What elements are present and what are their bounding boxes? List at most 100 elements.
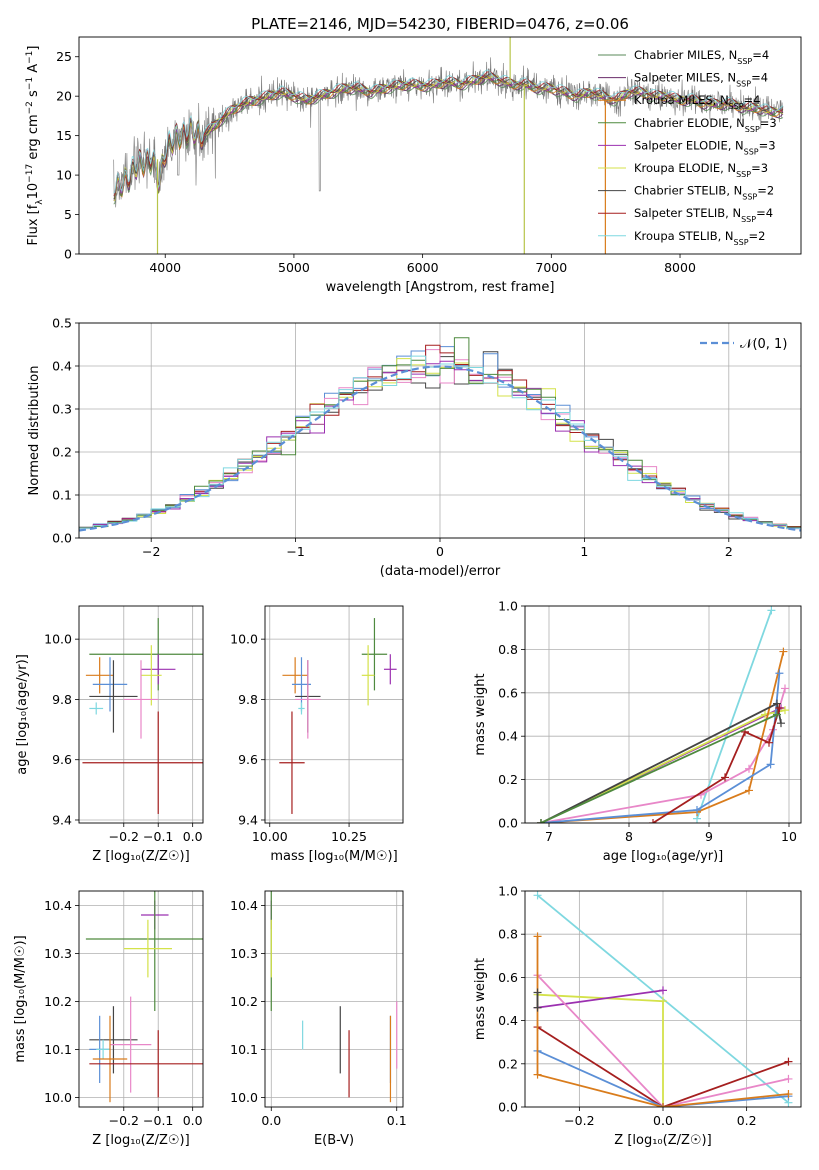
y-label-part: Flux [f [26, 204, 41, 245]
y-label-part: −2 [25, 101, 35, 114]
model-line [113, 75, 784, 200]
legend-entry: Kroupa ELODIE, NSSP=3 [634, 161, 768, 179]
x-tick-label: 0.0 [653, 1113, 673, 1128]
y-tick-label: 9.4 [238, 812, 258, 827]
y-tick-label: 0.3 [52, 402, 72, 417]
model-line [113, 74, 784, 202]
x-tick-label: −2 [142, 544, 160, 559]
y-tick-label: 0.4 [498, 729, 518, 744]
weight-marker [765, 738, 773, 747]
weight-marker [721, 773, 729, 782]
legend-sub: SSP [729, 102, 744, 111]
x-tick-label: 1 [580, 544, 588, 559]
normal-curve [79, 365, 801, 532]
legend-suffix: =3 [760, 116, 777, 130]
errorbar-point [110, 996, 152, 1093]
weight-marker [773, 710, 781, 719]
x-tick-label: −0.2 [564, 1113, 594, 1128]
legend-text: Chabrier MILES, N [634, 48, 737, 62]
legend-sub: SSP [745, 124, 760, 133]
legend-text: Kroupa ELODIE, N [634, 161, 736, 175]
weight-marker [745, 764, 753, 773]
y-tick-label: 0.8 [498, 642, 518, 657]
weight-marker [775, 703, 784, 712]
errorbar-point [123, 660, 159, 739]
y-label-part: erg cm [26, 114, 41, 163]
legend-text: Kroupa MILES, N [634, 93, 729, 107]
weight-series [533, 986, 667, 1012]
y-label-part: −1 [25, 77, 35, 90]
weight-marker [784, 1057, 793, 1066]
y-tick-label: 10.3 [230, 946, 258, 961]
y-axis-label: mass [log₁₀(M/M☉)] [13, 935, 28, 1062]
weight-marker [533, 1003, 542, 1012]
axes-frame [78, 605, 204, 824]
errorbar-point [282, 657, 308, 694]
errorbar-point [96, 1039, 110, 1059]
weight-marker [659, 997, 667, 1006]
legend-text: Salpeter STELIB, N [634, 206, 741, 220]
x-tick-label: 0 [436, 544, 444, 559]
errorbar-point [279, 711, 305, 814]
weight-marker [533, 1070, 542, 1079]
weight-marker [784, 1090, 793, 1099]
panel-mass-Z: −0.2 −0.1 0.0 10.0 10.1 10.2 10.3 10.4 Z [log₁₀(… [13, 890, 204, 1148]
x-tick-label: 10 [781, 829, 797, 844]
errorbar-point [85, 657, 114, 694]
weight-line [540, 702, 782, 823]
errorbar-point [82, 711, 203, 814]
weight-line [540, 688, 786, 823]
weight-marker [745, 786, 753, 795]
axes-frame [524, 605, 802, 824]
errorbar-point [89, 1006, 138, 1074]
errorbar-point [141, 645, 162, 706]
y-tick-label: 9.4 [52, 812, 72, 827]
model-line [113, 73, 784, 200]
x-tick-label: 9 [705, 829, 713, 844]
y-tick-label: 0.2 [498, 1056, 518, 1071]
weight-line [696, 609, 773, 820]
y-label-part: λ [35, 199, 45, 205]
y-tick-label: 10.0 [230, 1090, 258, 1105]
weight-line [536, 974, 789, 1107]
y-axis-label: mass weight [473, 958, 488, 1040]
panel-mass-EBV: 0.0 0.1 10.0 10.1 10.2 10.3 10.4 E(B-V) [230, 890, 407, 1148]
x-tick-label: 0.2 [737, 1113, 757, 1128]
weight-marker [693, 805, 701, 814]
y-tick-label: 5 [64, 207, 72, 222]
y-tick-label: 9.6 [52, 752, 72, 767]
y-label-part: −1 [25, 51, 35, 64]
y-label-part: 10 [26, 183, 41, 200]
y-tick-label: 10 [56, 168, 72, 183]
legend-suffix: =4 [751, 71, 768, 85]
y-tick-label: 10.2 [44, 994, 72, 1009]
x-tick-label: 0.0 [183, 1113, 203, 1128]
y-axis-label: mass weight [473, 673, 488, 755]
y-tick-label: 0.6 [498, 685, 518, 700]
weight-line [540, 651, 785, 823]
errorbar-point [89, 660, 138, 733]
weight-marker [781, 706, 789, 715]
y-tick-label: 0.4 [52, 359, 72, 374]
y-tick-label: 0.0 [498, 816, 518, 831]
legend-suffix: =4 [752, 48, 769, 62]
legend-sub: SSP [736, 170, 751, 179]
x-tick-label: −0.2 [109, 829, 139, 844]
y-tick-label: 15 [56, 128, 72, 143]
legend-text: Salpeter ELODIE, N [634, 138, 744, 152]
y-axis-label: Normed distribution [27, 366, 42, 496]
weight-marker [659, 986, 667, 995]
legend-sub: SSP [736, 79, 751, 88]
x-tick-label: 4000 [149, 260, 181, 275]
y-tick-label: 0.2 [498, 772, 518, 787]
y-tick-label: 0.5 [52, 316, 72, 331]
axes-frame [264, 605, 404, 824]
x-tick-label: 0.0 [261, 1113, 281, 1128]
y-tick-label: 1.0 [498, 599, 518, 614]
y-axis-label: age [log₁₀(age/yr)] [15, 654, 30, 775]
y-tick-label: 9.8 [52, 692, 72, 707]
x-tick-label: 8000 [664, 260, 696, 275]
y-tick-label: 0.1 [52, 488, 72, 503]
